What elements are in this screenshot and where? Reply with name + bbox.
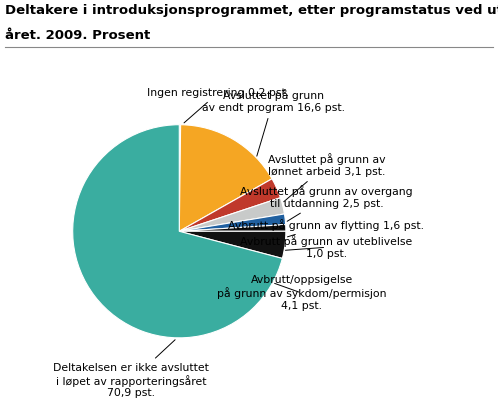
Wedge shape <box>179 125 181 231</box>
Text: Avbrutt på grunn av uteblivelse
1,0 pst.: Avbrutt på grunn av uteblivelse 1,0 pst. <box>240 235 412 259</box>
Wedge shape <box>179 125 272 231</box>
Text: Deltakelsen er ikke avsluttet
i løpet av rapporteringsåret
70,9 pst.: Deltakelsen er ikke avsluttet i løpet av… <box>53 340 209 398</box>
Wedge shape <box>179 198 284 231</box>
Wedge shape <box>179 214 286 231</box>
Text: Avsluttet på grunn
av endt program 16,6 pst.: Avsluttet på grunn av endt program 16,6 … <box>202 90 345 156</box>
Text: året. 2009. Prosent: året. 2009. Prosent <box>5 29 150 42</box>
Text: Deltakere i introduksjonsprogrammet, etter programstatus ved utgangen av: Deltakere i introduksjonsprogrammet, ett… <box>5 4 498 17</box>
Text: Avsluttet på grunn av overgang
til utdanning 2,5 pst.: Avsluttet på grunn av overgang til utdan… <box>240 185 413 221</box>
Text: Avbrutt på grunn av flytting 1,6 pst.: Avbrutt på grunn av flytting 1,6 pst. <box>229 219 424 237</box>
Wedge shape <box>73 125 282 338</box>
Text: Ingen registrering 0,2 pst.: Ingen registrering 0,2 pst. <box>147 88 289 123</box>
Wedge shape <box>179 231 286 259</box>
Wedge shape <box>179 225 286 231</box>
Text: Avbrutt/oppsigelse
på grunn av sykdom/permisjon
4,1 pst.: Avbrutt/oppsigelse på grunn av sykdom/pe… <box>217 275 386 311</box>
Text: Avsluttet på grunn av
lønnet arbeid 3,1 pst.: Avsluttet på grunn av lønnet arbeid 3,1 … <box>267 154 385 202</box>
Wedge shape <box>179 179 280 231</box>
